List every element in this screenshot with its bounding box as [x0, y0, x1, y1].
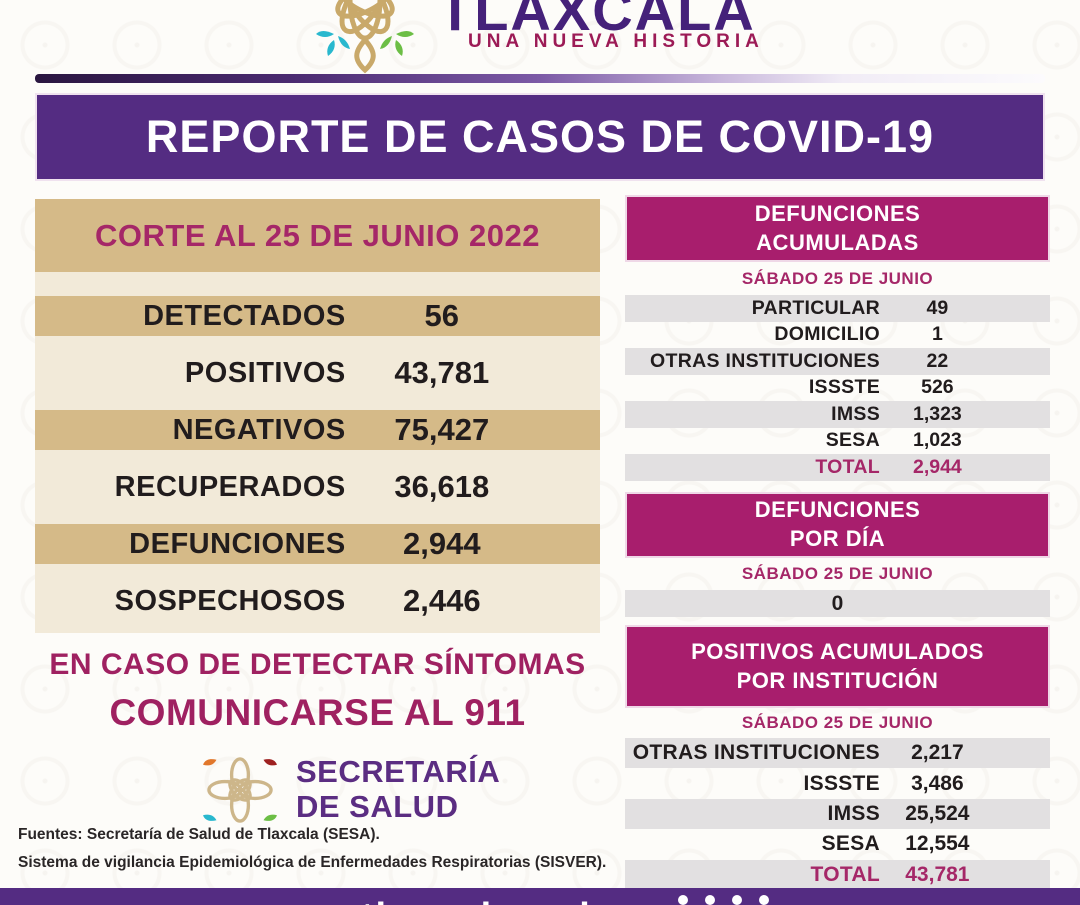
- stat-label: NEGATIVOS: [172, 413, 346, 446]
- row-value: 2,217: [911, 741, 964, 765]
- row-value: 1: [931, 323, 943, 346]
- row-label: PARTICULAR: [751, 296, 880, 319]
- brand-tagline: UNA NUEVA HISTORIA: [468, 31, 764, 52]
- total-value: 2,944: [912, 455, 962, 478]
- row-value: 25,524: [905, 801, 970, 825]
- deaths-accumulated-title-line1: DEFUNCIONES: [754, 200, 921, 226]
- positives-by-institution-date: SÁBADO 25 DE JUNIO: [741, 713, 934, 732]
- deaths-accumulated-table: PARTICULAR 49 DOMICILIO 1 OTRAS INSTITUC…: [625, 295, 1050, 481]
- table-row: DEFUNCIONES 2,944: [35, 524, 600, 564]
- sources-line1: Fuentes: Secretaría de Salud de Tlaxcala…: [18, 826, 380, 843]
- dot-icon: [759, 895, 769, 905]
- table-total-row: TOTAL 2,944: [625, 454, 1050, 481]
- row-value: 1,323: [912, 402, 962, 425]
- positives-title-line2: POR INSTITUCIÓN: [736, 667, 939, 693]
- symptoms-notice-line1: EN CASO DE DETECTAR SÍNTOMAS: [49, 648, 586, 681]
- total-label: TOTAL: [810, 862, 880, 886]
- stat-value: 75,427: [394, 412, 490, 447]
- report-title: REPORTE DE CASOS DE COVID-19: [145, 111, 935, 162]
- stat-value: 36,618: [394, 469, 490, 504]
- table-row: DETECTADOS 56: [35, 296, 600, 336]
- health-ministry-logo: SECRETARÍA DE SALUD: [198, 748, 500, 832]
- deaths-accumulated-header: DEFUNCIONES ACUMULADAS: [625, 195, 1050, 262]
- deaths-per-day-title-line1: DEFUNCIONES: [754, 497, 921, 523]
- table-row: OTRAS INSTITUCIONES 2,217: [625, 738, 1050, 769]
- stat-label: RECUPERADOS: [114, 470, 346, 503]
- case-summary-table: DETECTADOS 56 POSITIVOS 43,781 NEGATIVOS…: [35, 272, 600, 633]
- footer-bar: www.tlaxcala.gob.mx: [0, 888, 1080, 905]
- table-total-row: TOTAL 43,781: [625, 859, 1050, 890]
- table-row: SOSPECHOSOS 2,446: [35, 581, 600, 621]
- health-ministry-name: SECRETARÍA DE SALUD: [296, 755, 500, 824]
- deaths-per-day-header: DEFUNCIONES POR DÍA: [625, 492, 1050, 558]
- stat-label: DETECTADOS: [143, 299, 346, 332]
- row-value: 1,023: [912, 429, 962, 452]
- row-label: DOMICILIO: [774, 323, 880, 346]
- stat-label: POSITIVOS: [184, 356, 346, 389]
- total-value: 43,781: [905, 862, 970, 886]
- table-row: ISSSTE 526: [625, 375, 1050, 402]
- row-label: SESA: [821, 832, 880, 856]
- positives-title-line1: POSITIVOS ACUMULADOS: [691, 638, 984, 664]
- dot-icon: [705, 895, 715, 905]
- ministry-name-line2: DE SALUD: [296, 789, 459, 824]
- cutoff-date-bar: CORTE AL 25 DE JUNIO 2022: [35, 199, 600, 272]
- stat-label: DEFUNCIONES: [129, 527, 346, 560]
- total-label: TOTAL: [815, 455, 880, 478]
- row-label: ISSSTE: [803, 771, 880, 795]
- positives-by-institution-header: POSITIVOS ACUMULADOS POR INSTITUCIÓN: [625, 625, 1050, 708]
- stat-value: 2,446: [403, 583, 481, 618]
- table-row: SESA 1,023: [625, 428, 1050, 455]
- health-ministry-flower-icon: [203, 757, 277, 823]
- stat-value: 43,781: [394, 355, 490, 390]
- sources-line2: Sistema de vigilancia Epidemiológica de …: [18, 854, 607, 871]
- row-label: IMSS: [827, 801, 880, 825]
- table-row: IMSS 1,323: [625, 401, 1050, 428]
- deaths-per-day-value: 0: [625, 590, 1050, 617]
- deaths-per-day-date: SÁBADO 25 DE JUNIO: [741, 564, 934, 583]
- table-row: ISSSTE 3,486: [625, 768, 1050, 798]
- table-row: SESA 12,554: [625, 829, 1050, 859]
- table-row: OTRAS INSTITUCIONES 22: [625, 348, 1050, 375]
- row-label: ISSSTE: [808, 376, 880, 399]
- deaths-per-day-title-line2: POR DÍA: [789, 526, 886, 551]
- row-label: SESA: [825, 429, 880, 452]
- row-value: 12,554: [905, 832, 970, 856]
- social-dots-icon: [678, 895, 769, 905]
- row-label: OTRAS INSTITUCIONES: [650, 349, 880, 372]
- stat-value: 56: [424, 298, 460, 333]
- gradient-divider: [35, 74, 1045, 83]
- stat-label: SOSPECHOSOS: [114, 584, 346, 617]
- dot-icon: [732, 895, 742, 905]
- deaths-accumulated-title-line2: ACUMULADAS: [756, 229, 919, 255]
- symptoms-notice-line2: COMUNICARSE AL 911: [109, 692, 526, 733]
- stat-value: 2,944: [403, 526, 481, 561]
- row-value: 3,486: [911, 771, 964, 795]
- ministry-name-line1: SECRETARÍA: [296, 754, 501, 790]
- brand-title: TLAXCALA: [438, 0, 756, 42]
- sources-note: Fuentes: Secretaría de Salud de Tlaxcala…: [18, 826, 638, 872]
- row-label: IMSS: [831, 402, 880, 425]
- table-row: DOMICILIO 1: [625, 322, 1050, 349]
- positives-by-institution-table: OTRAS INSTITUCIONES 2,217 ISSSTE 3,486 I…: [625, 738, 1050, 890]
- row-value: 526: [921, 376, 954, 399]
- tlaxcala-flower-logo-icon: [316, 0, 414, 74]
- table-row: NEGATIVOS 75,427: [35, 410, 600, 450]
- table-row: PARTICULAR 49: [625, 295, 1050, 322]
- table-row: IMSS 25,524: [625, 798, 1050, 830]
- report-title-banner: REPORTE DE CASOS DE COVID-19: [35, 93, 1045, 181]
- table-row: RECUPERADOS 36,618: [35, 467, 600, 507]
- row-value: 22: [926, 349, 949, 372]
- table-row: POSITIVOS 43,781: [35, 353, 600, 393]
- row-value: 49: [926, 296, 949, 319]
- deaths-accumulated-date: SÁBADO 25 DE JUNIO: [741, 269, 934, 288]
- row-label: OTRAS INSTITUCIONES: [632, 741, 880, 765]
- dot-icon: [678, 895, 688, 905]
- footer-url: www.tlaxcala.gob.mx: [255, 896, 676, 905]
